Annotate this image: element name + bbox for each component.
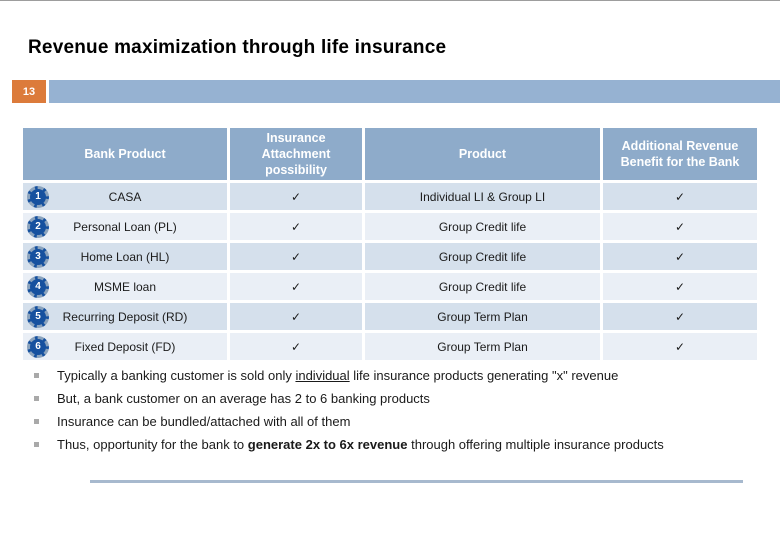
slide-number-badge: 13 [12,80,46,103]
row-number-badge: 3 [27,245,49,268]
bullet-item: Thus, opportunity for the bank to genera… [30,433,746,456]
page-title: Revenue maximization through life insura… [28,37,447,58]
bullet-square-icon [34,396,39,401]
bullet-item: Insurance can be bundled/attached with a… [30,410,746,433]
benefit-checkmark-icon: ✓ [603,243,757,270]
benefit-checkmark-icon: ✓ [603,183,757,210]
bank-product-cell: 5 Recurring Deposit (RD) [23,303,227,330]
bank-product-label: Recurring Deposit (RD) [62,309,188,324]
attachment-checkmark-icon: ✓ [230,303,362,330]
benefit-checkmark-icon: ✓ [603,333,757,360]
bank-product-table: Bank Product Insurance Attachment possib… [20,125,760,363]
row-number-badge: 2 [27,215,49,238]
table-row: 5 Recurring Deposit (RD) ✓ Group Term Pl… [23,303,757,330]
bank-product-cell: 4 MSME loan [23,273,227,300]
table-row: 1 CASA ✓ Individual LI & Group LI ✓ [23,183,757,210]
header-insurance-attachment: Insurance Attachment possibility [230,128,362,180]
bullet-item: But, a bank customer on an average has 2… [30,387,746,410]
bank-product-label: Home Loan (HL) [80,249,170,264]
bank-product-label: Fixed Deposit (FD) [74,339,176,354]
insurance-product-cell: Group Credit life [365,213,600,240]
insurance-product-cell: Group Credit life [365,273,600,300]
table-row: 2 Personal Loan (PL) ✓ Group Credit life… [23,213,757,240]
bullet-text: But, a bank customer on an average has 2… [57,391,430,406]
benefit-checkmark-icon: ✓ [603,213,757,240]
row-number-badge: 4 [27,275,49,298]
row-number-badge: 5 [27,305,49,328]
bullet-square-icon [34,373,39,378]
header-bar [49,80,780,103]
row-number-badge: 6 [27,335,49,358]
bullet-list: Typically a banking customer is sold onl… [30,364,746,456]
bottom-divider-line [90,480,743,483]
insurance-product-cell: Group Term Plan [365,333,600,360]
table-row: 3 Home Loan (HL) ✓ Group Credit life ✓ [23,243,757,270]
bullet-text: Typically a banking customer is sold onl… [57,368,619,383]
insurance-product-cell: Group Term Plan [365,303,600,330]
table-header: Bank Product Insurance Attachment possib… [23,128,757,180]
bullet-item: Typically a banking customer is sold onl… [30,364,746,387]
bank-product-label: CASA [108,189,142,204]
table-row: 6 Fixed Deposit (FD) ✓ Group Term Plan ✓ [23,333,757,360]
row-number-badge: 1 [27,185,49,208]
attachment-checkmark-icon: ✓ [230,183,362,210]
attachment-checkmark-icon: ✓ [230,333,362,360]
attachment-checkmark-icon: ✓ [230,273,362,300]
insurance-product-cell: Group Credit life [365,243,600,270]
bank-product-cell: 3 Home Loan (HL) [23,243,227,270]
table-header-row: Bank Product Insurance Attachment possib… [23,128,757,180]
header-additional-revenue: Additional Revenue Benefit for the Bank [603,128,757,180]
header-product: Product [365,128,600,180]
bullet-square-icon [34,419,39,424]
bullet-text: Thus, opportunity for the bank to genera… [57,437,664,452]
bank-product-label: MSME loan [93,279,157,294]
bank-product-label: Personal Loan (PL) [73,219,177,234]
benefit-checkmark-icon: ✓ [603,303,757,330]
header-bank-product: Bank Product [23,128,227,180]
table-body: 1 CASA ✓ Individual LI & Group LI ✓ 2 Pe… [23,183,757,360]
bank-product-cell: 6 Fixed Deposit (FD) [23,333,227,360]
attachment-checkmark-icon: ✓ [230,213,362,240]
bank-product-cell: 2 Personal Loan (PL) [23,213,227,240]
attachment-checkmark-icon: ✓ [230,243,362,270]
bank-product-cell: 1 CASA [23,183,227,210]
slide-top-border [0,0,780,1]
bullet-text: Insurance can be bundled/attached with a… [57,414,351,429]
insurance-product-cell: Individual LI & Group LI [365,183,600,210]
benefit-checkmark-icon: ✓ [603,273,757,300]
bullet-square-icon [34,442,39,447]
table-row: 4 MSME loan ✓ Group Credit life ✓ [23,273,757,300]
